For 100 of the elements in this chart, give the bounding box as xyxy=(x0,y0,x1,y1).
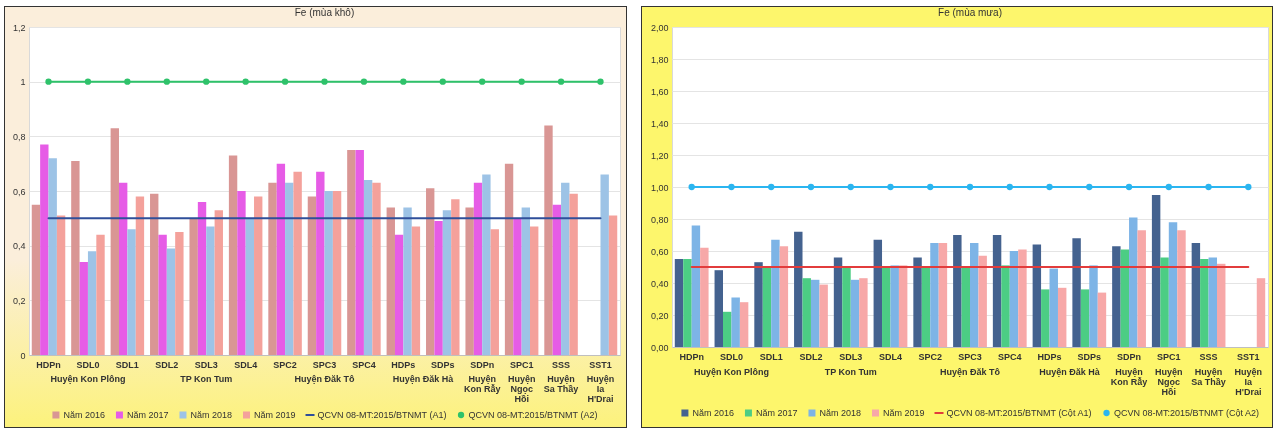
bar xyxy=(961,267,970,347)
x-tick-label: SDL1 xyxy=(115,359,139,370)
bar xyxy=(127,229,136,355)
bar xyxy=(913,257,922,347)
bar xyxy=(561,182,570,355)
y-tick-label: 0,00 xyxy=(650,342,669,353)
bar xyxy=(1151,195,1161,347)
x-tick-label: SDPn xyxy=(470,359,495,370)
bar xyxy=(992,235,1002,347)
bar xyxy=(754,262,763,347)
bar xyxy=(96,234,105,355)
bar xyxy=(1072,238,1081,347)
bar xyxy=(1168,222,1178,347)
y-tick-label: 0,8 xyxy=(12,131,26,142)
bar xyxy=(276,163,286,355)
bar xyxy=(802,278,811,347)
y-tick-label: 0,4 xyxy=(12,241,26,252)
text: Huyện Ngọc Hồi xyxy=(507,374,536,404)
text: Huyện Đăk Hà xyxy=(392,374,455,384)
bar xyxy=(513,218,522,355)
bar xyxy=(490,229,499,355)
x-tick-label: HDPs xyxy=(391,359,416,370)
y-tick-label: 0,80 xyxy=(650,214,669,225)
bar xyxy=(1177,230,1186,347)
bar xyxy=(810,279,820,347)
x-tick-label: SPC1 xyxy=(1157,351,1181,362)
y-tick-label: 2,00 xyxy=(650,22,669,33)
bar xyxy=(771,239,780,347)
x-tick-label: SPC2 xyxy=(273,359,297,370)
legend-label: Năm 2019 xyxy=(882,408,925,418)
bar xyxy=(87,251,97,355)
bar xyxy=(214,210,223,355)
bar xyxy=(873,239,883,347)
bar xyxy=(166,248,176,355)
bar xyxy=(674,259,684,347)
bar xyxy=(40,144,49,355)
bar xyxy=(1032,244,1042,347)
bar xyxy=(569,193,578,355)
x-tick-label: SDL3 xyxy=(839,351,863,362)
y-tick-label: 0,2 xyxy=(12,295,26,306)
bar xyxy=(434,221,443,355)
bar xyxy=(158,234,167,355)
bar xyxy=(268,182,277,355)
x-tick-label: SDL2 xyxy=(155,359,179,370)
y-tick-label: 1,00 xyxy=(650,182,669,193)
legend-label: Năm 2019 xyxy=(254,410,296,420)
y-tick-label: 1,20 xyxy=(650,150,669,161)
bar xyxy=(530,226,539,355)
x-tick-label: SDL4 xyxy=(234,359,258,370)
bar xyxy=(254,196,263,355)
bar xyxy=(1137,230,1146,347)
bar xyxy=(386,207,395,355)
bar xyxy=(521,207,531,355)
bar xyxy=(970,243,979,347)
bar xyxy=(48,158,57,355)
bar xyxy=(714,270,723,347)
x-tick-label: SPC2 xyxy=(918,351,942,362)
bar xyxy=(938,243,948,347)
y-tick-label: 0,60 xyxy=(650,246,669,257)
bar xyxy=(552,204,562,355)
bar xyxy=(921,267,931,347)
text: Huyện Kon Rẫy xyxy=(1110,367,1148,387)
bar xyxy=(1256,278,1266,347)
bar xyxy=(819,284,828,347)
x-tick-label: SDL2 xyxy=(799,351,823,362)
text: Huyện Đăk Tô xyxy=(294,374,356,384)
x-tick-label: SPC4 xyxy=(998,351,1022,362)
bar xyxy=(739,302,749,347)
bar xyxy=(930,243,939,347)
bar xyxy=(833,257,843,347)
bar xyxy=(1217,263,1226,347)
bar xyxy=(1160,257,1169,347)
text: Huyện Ia H'Drai xyxy=(1234,367,1263,397)
x-tick-label: SPC4 xyxy=(352,359,376,370)
bar xyxy=(1057,287,1067,347)
x-tick-label: SPC1 xyxy=(509,359,534,370)
y-tick-label: 1,2 xyxy=(12,22,26,33)
text: Huyện Đăk Hà xyxy=(1039,367,1101,377)
bar xyxy=(1049,268,1058,347)
x-tick-label: SDL4 xyxy=(878,351,902,362)
bar xyxy=(1041,289,1050,347)
legend-label: QCVN 08-MT:2015/BTNMT (Cột A2) xyxy=(1114,408,1259,418)
bar xyxy=(451,199,460,355)
bar xyxy=(898,265,908,347)
bar xyxy=(237,191,246,355)
bar xyxy=(882,267,891,347)
x-tick-label: SDPs xyxy=(431,359,455,370)
x-tick-label: SST1 xyxy=(589,359,612,370)
bar xyxy=(175,232,184,355)
bar xyxy=(850,279,860,347)
bar xyxy=(608,215,618,355)
bar xyxy=(731,297,740,347)
text: Huyện Ngọc Hồi xyxy=(1155,367,1183,397)
bar xyxy=(722,311,732,347)
bar xyxy=(1009,251,1019,347)
bar xyxy=(1001,265,1010,347)
bar xyxy=(859,278,868,347)
text: Huyện Kon Plông xyxy=(50,374,126,384)
chart-title: Fe (mùa mưa) xyxy=(938,7,1002,18)
bar xyxy=(1208,257,1218,347)
